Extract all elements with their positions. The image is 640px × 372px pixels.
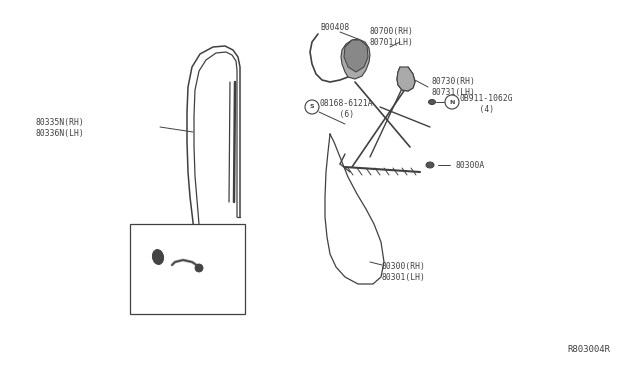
Text: R803004R: R803004R <box>567 346 610 355</box>
Text: 80730(RH)
80731(LH): 80730(RH) 80731(LH) <box>432 77 476 97</box>
Text: 80700(RH)
80701(LH): 80700(RH) 80701(LH) <box>370 27 414 47</box>
Text: S: S <box>310 105 314 109</box>
Polygon shape <box>397 67 415 91</box>
Text: 0B911-1062G
    (4): 0B911-1062G (4) <box>460 94 514 114</box>
Polygon shape <box>344 40 368 72</box>
Text: MANUAL WINDOW: MANUAL WINDOW <box>159 301 216 307</box>
Text: 08168-6121A
    (6): 08168-6121A (6) <box>320 99 374 119</box>
Ellipse shape <box>152 250 164 264</box>
Ellipse shape <box>426 162 434 168</box>
Ellipse shape <box>429 99 435 105</box>
Text: 80300A: 80300A <box>455 160 484 170</box>
Circle shape <box>195 264 203 272</box>
Text: N: N <box>449 99 454 105</box>
Text: 80300(RH)
80301(LH): 80300(RH) 80301(LH) <box>382 262 426 282</box>
Text: B00408: B00408 <box>320 22 349 32</box>
Text: 80760C: 80760C <box>149 243 177 251</box>
Bar <box>130 224 245 314</box>
Polygon shape <box>341 39 370 79</box>
Text: 80335N(RH)
80336N(LH): 80335N(RH) 80336N(LH) <box>35 118 84 138</box>
Text: 80760: 80760 <box>172 272 195 280</box>
